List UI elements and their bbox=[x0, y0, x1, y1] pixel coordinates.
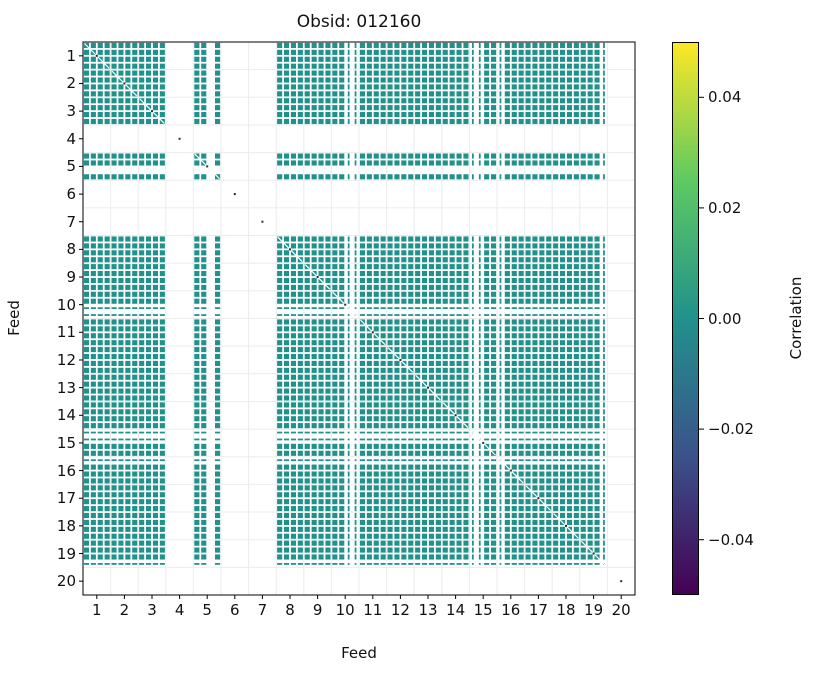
chart-title: Obsid: 012160 bbox=[296, 12, 422, 32]
y-tick-label: 2 bbox=[66, 74, 76, 93]
y-tick-label: 15 bbox=[56, 433, 76, 452]
y-tick-label: 9 bbox=[66, 268, 76, 287]
x-tick-label: 12 bbox=[390, 601, 410, 619]
x-tick-label: 19 bbox=[584, 601, 604, 619]
y-tick-label: 19 bbox=[56, 544, 76, 563]
x-tick-label: 8 bbox=[285, 601, 295, 619]
y-tick-label: 6 bbox=[66, 185, 76, 204]
y-tick-label: 5 bbox=[66, 157, 76, 176]
colorbar-tick-label: 0.04 bbox=[708, 88, 742, 107]
x-tick-label: 3 bbox=[147, 601, 157, 619]
x-tick-label: 16 bbox=[501, 601, 521, 619]
x-tick-label: 13 bbox=[418, 601, 438, 619]
colorbar-tick-label: −0.04 bbox=[708, 530, 754, 549]
y-tick-label: 16 bbox=[56, 461, 76, 480]
colorbar-tick-label: −0.02 bbox=[708, 420, 754, 439]
y-tick-label: 14 bbox=[56, 406, 76, 425]
x-tick-label: 1 bbox=[92, 601, 102, 619]
x-tick-label: 2 bbox=[119, 601, 130, 619]
colorbar bbox=[672, 42, 699, 595]
x-tick-label: 7 bbox=[257, 601, 268, 619]
x-tick-label: 5 bbox=[202, 601, 212, 619]
x-tick-label: 10 bbox=[335, 601, 355, 619]
y-tick-label: 20 bbox=[56, 572, 76, 591]
y-tick-label: 17 bbox=[56, 489, 76, 508]
y-tick-label: 7 bbox=[66, 212, 76, 231]
colorbar-tick-label: 0.02 bbox=[708, 198, 742, 217]
y-tick-label: 3 bbox=[66, 102, 76, 121]
x-tick-label: 18 bbox=[556, 601, 576, 619]
x-tick-label: 20 bbox=[611, 601, 631, 619]
y-axis-label: Feed bbox=[5, 300, 23, 336]
x-axis-label: Feed bbox=[341, 644, 377, 662]
y-tick-label: 13 bbox=[56, 378, 76, 397]
y-tick-label: 11 bbox=[56, 323, 76, 342]
y-tick-label: 12 bbox=[56, 350, 76, 369]
y-tick-label: 10 bbox=[56, 295, 76, 314]
x-tick-label: 14 bbox=[446, 601, 466, 619]
x-tick-label: 15 bbox=[473, 601, 493, 619]
x-tick-label: 17 bbox=[528, 601, 548, 619]
y-tick-label: 1 bbox=[66, 46, 76, 65]
x-tick-label: 4 bbox=[174, 601, 185, 619]
x-tick-label: 6 bbox=[230, 601, 240, 619]
x-tick-label: 11 bbox=[363, 601, 383, 619]
y-tick-label: 4 bbox=[66, 129, 76, 148]
colorbar-label: Correlation bbox=[787, 276, 805, 360]
colorbar-tick-label: 0.00 bbox=[708, 309, 742, 328]
y-tick-label: 18 bbox=[56, 516, 76, 535]
y-tick-label: 8 bbox=[66, 240, 76, 259]
x-tick-label: 9 bbox=[312, 601, 323, 619]
